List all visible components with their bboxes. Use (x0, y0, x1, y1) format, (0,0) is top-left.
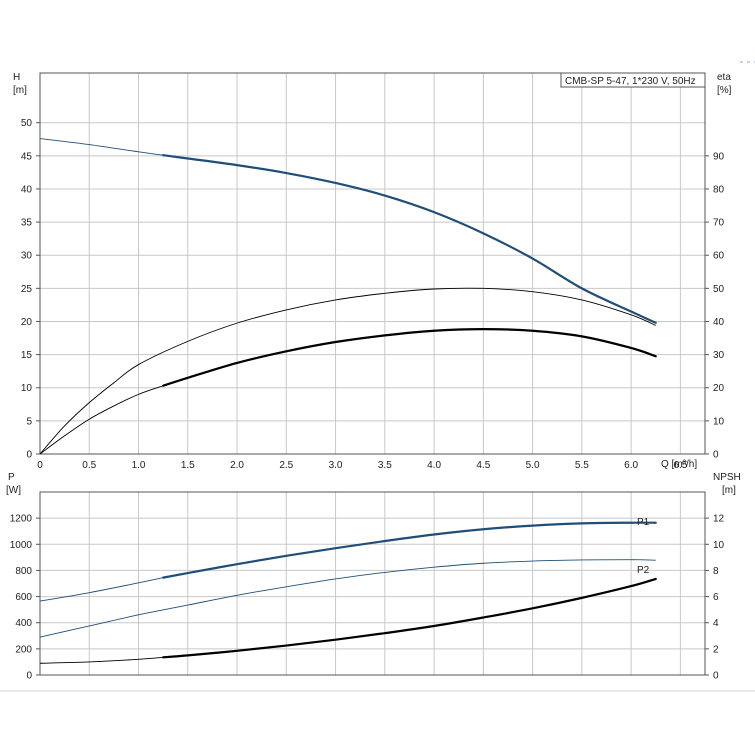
series-0-line-thick (162, 521, 657, 579)
series-1-line-thin (39, 559, 656, 638)
tick-label-right: 4 (713, 618, 719, 629)
tick-label-left: 5 (26, 416, 32, 427)
tick-label-right: 20 (713, 383, 725, 394)
tick-label-x: 5.0 (526, 460, 540, 471)
tick-label-left: 200 (15, 644, 32, 655)
series-label-p2: P2 (637, 565, 650, 576)
tick-label-left: 25 (21, 284, 33, 295)
lower-left-axis-label: P (8, 472, 15, 483)
tick-label-x: 2.0 (230, 460, 244, 471)
lower-right-axis-unit: [m] (722, 485, 736, 496)
series-0-line-thin (39, 577, 164, 602)
tick-label-left: 15 (21, 350, 33, 361)
series-2-line-thin (39, 656, 164, 664)
upper-left-axis-unit: [m] (13, 85, 27, 96)
upper-left-axis-label: H (13, 72, 20, 83)
tick-label-x: 5.5 (575, 460, 589, 471)
tick-label-x: 1.0 (132, 460, 146, 471)
series-2-line-thick (162, 327, 657, 387)
lower-right-axis-label: NPSH (713, 472, 741, 483)
lower-curves (39, 521, 657, 664)
tick-label-left: 0 (26, 671, 32, 682)
tick-label-left: 400 (15, 618, 32, 629)
tick-label-x: 3.0 (329, 460, 343, 471)
tick-label-x: 2.5 (279, 460, 293, 471)
tick-label-left: 50 (21, 118, 33, 129)
tick-label-right: 6 (713, 592, 719, 603)
tick-label-left: 10 (21, 383, 33, 394)
tick-label-right: 60 (713, 251, 725, 262)
upper-right-axis-label: eta (717, 72, 731, 83)
series-label-p1: P1 (637, 517, 650, 528)
tick-label-left: 1200 (10, 514, 33, 525)
tick-label-left: 800 (15, 566, 32, 577)
upper-tick-labels: 0 5 10 15 20 25 30 35 40 45 50 0 10 20 30 40 50 60 70 80 90 0… (21, 118, 725, 471)
tick-label-x: 1.5 (181, 460, 195, 471)
tick-label-left: 600 (15, 592, 32, 603)
tick-label-left: 40 (21, 184, 33, 195)
tick-label-right: 40 (713, 317, 725, 328)
tick-label-left: 1000 (10, 540, 33, 551)
tick-label-left: 35 (21, 218, 33, 229)
tick-label-x: 6.5 (673, 460, 687, 471)
tick-label-right: 30 (713, 350, 725, 361)
tick-label-right: 12 (713, 514, 725, 525)
tick-label-x: 4.0 (427, 460, 441, 471)
x-axis-label: Q [m³/h] (661, 459, 697, 470)
tick-label-x: 3.5 (378, 460, 392, 471)
lower-gridlines (40, 492, 705, 675)
series-2-line-thick (162, 577, 657, 659)
tick-label-right: 90 (713, 151, 725, 162)
tick-label-left: 45 (21, 151, 33, 162)
lower-plot-frame (39, 491, 706, 676)
tick-label-right: 10 (713, 540, 725, 551)
legend-box (560, 72, 706, 88)
tick-label-x: 0 (37, 460, 43, 471)
tick-label-right: 0 (713, 671, 719, 682)
series-2-line-thin (39, 385, 164, 455)
upper-gridlines (40, 73, 705, 454)
tick-label-right: 0 (713, 450, 719, 461)
tick-label-left: 20 (21, 317, 33, 328)
tick-label-x: 4.5 (476, 460, 490, 471)
tick-label-right: 50 (713, 284, 725, 295)
tick-label-right: 80 (713, 184, 725, 195)
tick-label-right: 70 (713, 218, 725, 229)
series-0-line-thick (162, 154, 657, 324)
tick-label-right: 2 (713, 644, 719, 655)
tick-label-right: 10 (713, 416, 725, 427)
tick-label-x: 0.5 (82, 460, 96, 471)
lower-tick-labels: 0 200 400 600 800 1000 1200 0 2 4 6 8 10 12 (10, 514, 725, 682)
upper-right-axis-unit: [%] (717, 85, 732, 96)
tick-label-x: 6.0 (624, 460, 638, 471)
tick-label-right: 8 (713, 566, 719, 577)
tick-label-left: 0 (26, 450, 32, 461)
upper-curves (39, 138, 657, 455)
lower-left-axis-unit: [W] (6, 485, 21, 496)
series-0-line-thin (39, 138, 164, 156)
tick-label-left: 30 (21, 251, 33, 262)
upper-plot-frame (39, 72, 706, 455)
legend-text: CMB-SP 5-47, 1*230 V, 50Hz (565, 76, 696, 87)
series-1-line-thin (39, 287, 656, 455)
